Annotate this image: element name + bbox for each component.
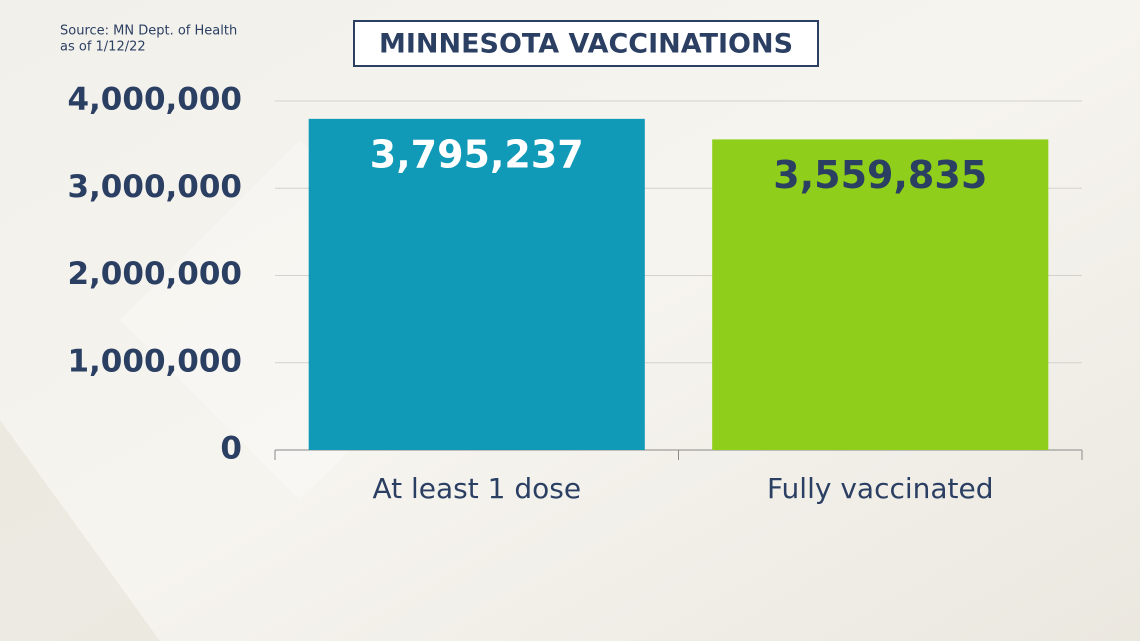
value-label: 3,795,237 xyxy=(370,132,584,176)
source: Source: MN Dept. of Health xyxy=(60,24,237,39)
y-tick-label: 2,000,000 xyxy=(67,256,242,292)
y-tick-label: 3,000,000 xyxy=(67,169,242,205)
title-box xyxy=(353,20,819,67)
y-tick-label: 1,000,000 xyxy=(67,343,242,379)
value-label: 3,559,835 xyxy=(773,153,987,197)
background-shape xyxy=(0,420,160,641)
bar xyxy=(712,139,1049,450)
date-note: as of 1/12/22 xyxy=(60,40,146,55)
y-tick-label: 4,000,000 xyxy=(67,82,242,118)
plot-area: 0 1,000,000 2,000,000 3,000,000 4,000,000 3,7… xyxy=(67,82,1083,505)
y-tick-label: 0 xyxy=(220,431,242,467)
bar xyxy=(308,118,645,450)
x-tick-label: Fully vaccinated xyxy=(767,472,994,505)
x-tick-label: At least 1 dose xyxy=(372,472,581,505)
chart-title: MINNESOTA VACCINATIONS xyxy=(379,29,793,60)
